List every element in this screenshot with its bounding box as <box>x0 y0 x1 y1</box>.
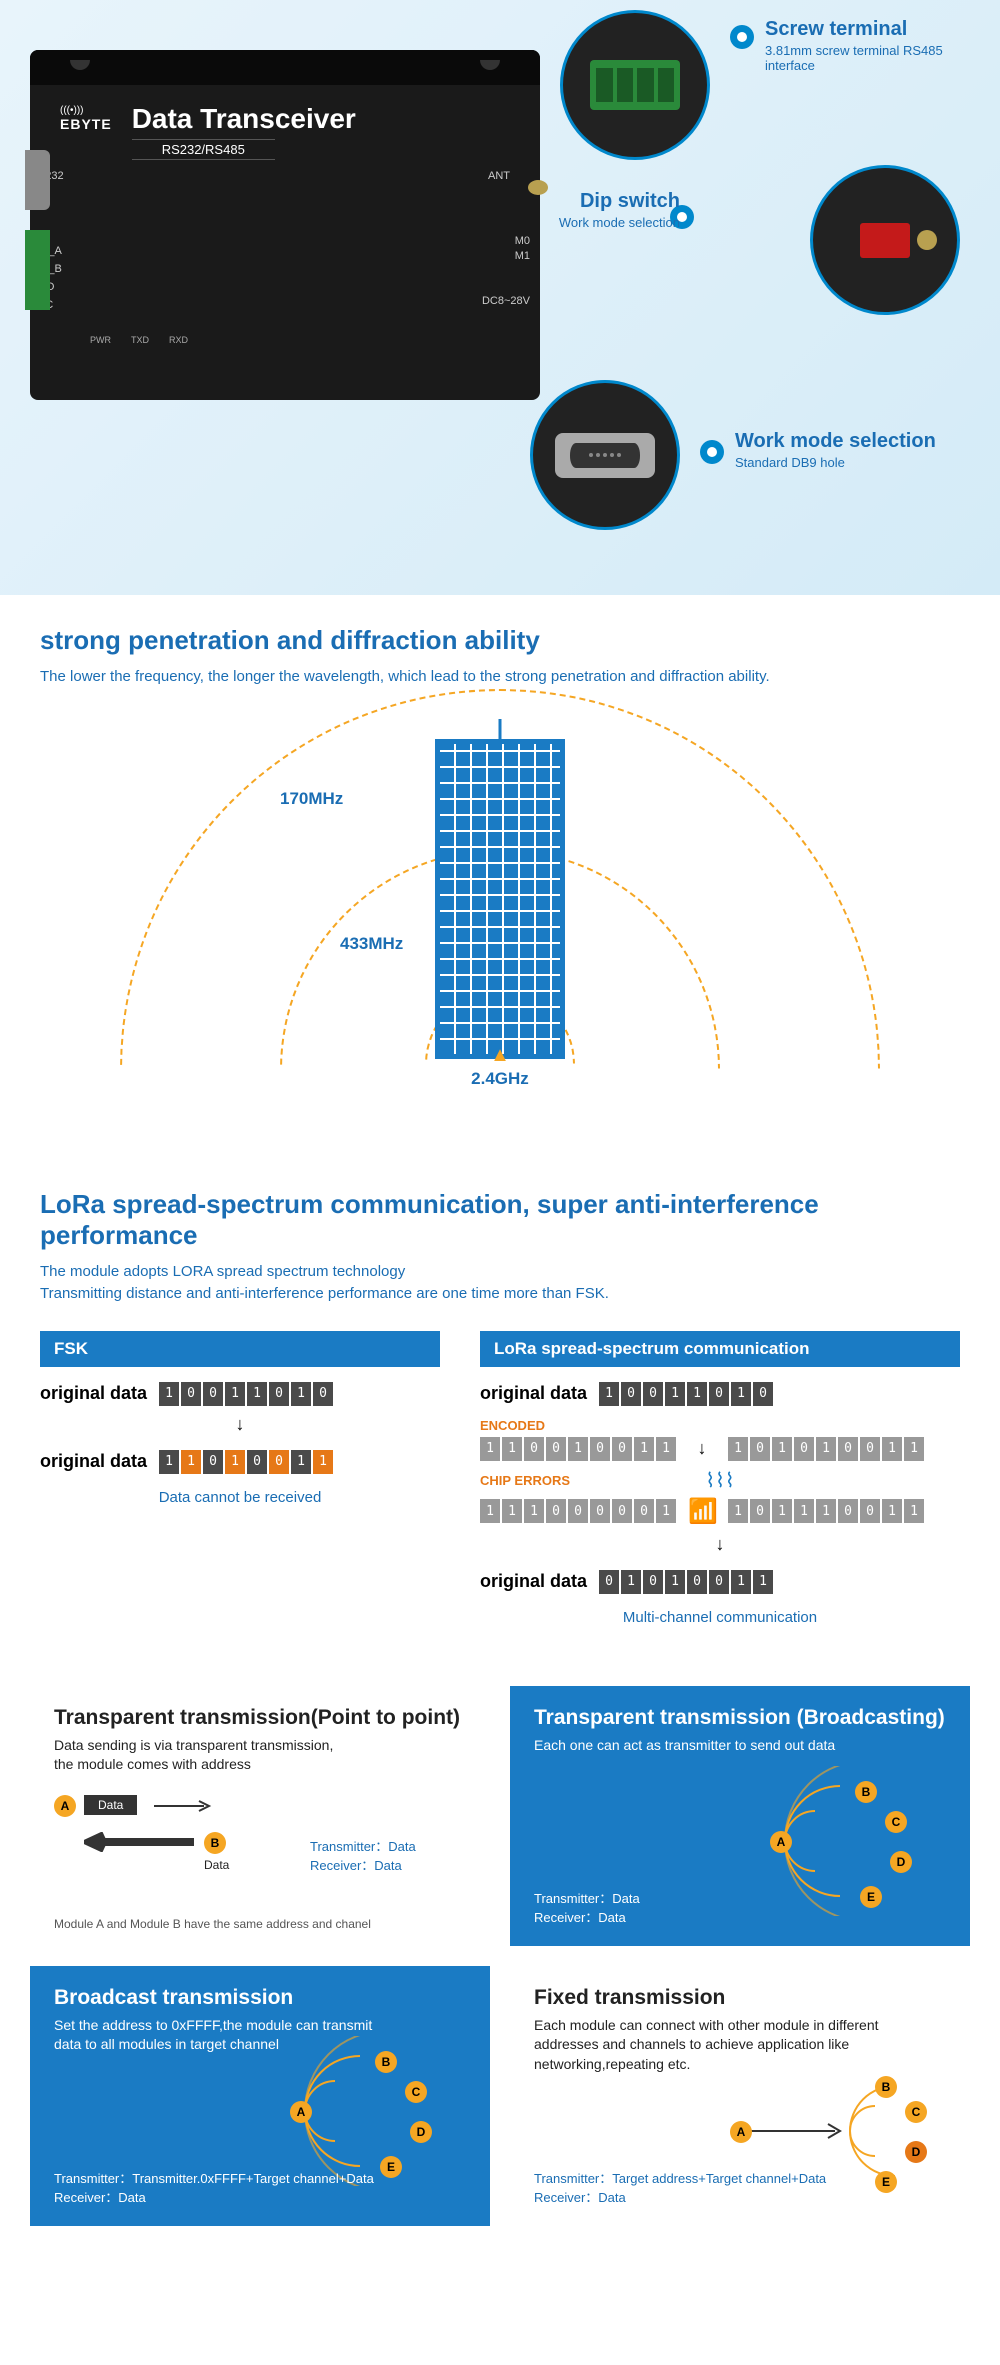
led-row: PWR TXD RXD <box>90 335 188 345</box>
lora-column: LoRa spread-spectrum communication origi… <box>480 1331 960 1626</box>
freq-433: 433MHz <box>340 934 403 954</box>
penetration-diagram: ▲ 170MHz 433MHz 2.4GHz <box>40 709 960 1129</box>
lora-header: LoRa spread-spectrum communication <box>480 1331 960 1367</box>
mode-broadcast: Broadcast transmission Set the address t… <box>30 1966 490 2226</box>
lora-section: LoRa spread-spectrum communication, supe… <box>0 1159 1000 1656</box>
section-desc: The lower the frequency, the longer the … <box>40 666 960 689</box>
transmission-modes: Transparent transmission(Point to point)… <box>0 1656 1000 2256</box>
label-m1: M1 <box>515 250 530 262</box>
section-title: LoRa spread-spectrum communication, supe… <box>40 1189 960 1251</box>
hero-section: (((•))) EBYTE Data Transceiver RS232/RS4… <box>0 0 1000 595</box>
fsk-header: FSK <box>40 1331 440 1367</box>
brand-label: EBYTE <box>60 116 112 132</box>
callout-title: Screw terminal <box>765 18 985 41</box>
callout-sub: 3.81mm screw terminal RS485 interface <box>765 43 985 73</box>
product-image: (((•))) EBYTE Data Transceiver RS232/RS4… <box>30 50 540 400</box>
callout-title: Work mode selection <box>735 430 985 453</box>
label-ant: ANT <box>488 170 510 182</box>
freq-170: 170MHz <box>280 789 343 809</box>
section-title: strong penetration and diffraction abili… <box>40 625 960 656</box>
section-desc: The module adopts LORA spread spectrum t… <box>40 1261 960 1284</box>
callout-sub: Work mode selection <box>550 215 680 230</box>
penetration-section: strong penetration and diffraction abili… <box>0 595 1000 1159</box>
fsk-column: FSK original data 10011010 ↓ original da… <box>40 1331 440 1626</box>
mode-fixed: Fixed transmission Each module can conne… <box>510 1966 970 2226</box>
fsk-note: Data cannot be received <box>40 1489 440 1506</box>
lora-note: Multi-channel communication <box>480 1609 960 1626</box>
section-desc: Transmitting distance and anti-interfere… <box>40 1283 960 1306</box>
label-m0: M0 <box>515 235 530 247</box>
mode-broadcast-tx: Transparent transmission (Broadcasting) … <box>510 1686 970 1946</box>
label-dc: DC8~28V <box>482 295 530 307</box>
freq-24: 2.4GHz <box>471 1069 529 1089</box>
product-subtitle: RS232/RS485 <box>132 139 275 160</box>
callout-title: Dip switch <box>550 190 680 213</box>
mode-p2p: Transparent transmission(Point to point)… <box>30 1686 490 1946</box>
product-title: Data Transceiver <box>132 103 356 135</box>
callout-sub: Standard DB9 hole <box>735 455 985 470</box>
